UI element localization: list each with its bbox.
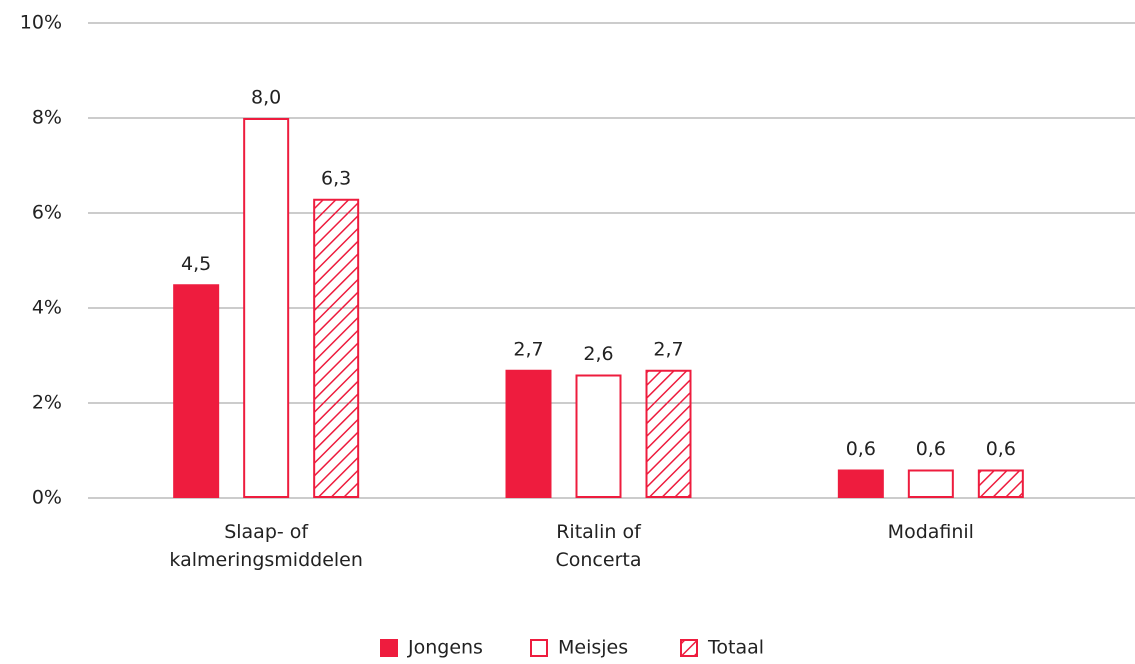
y-tick-label: 6% bbox=[32, 202, 62, 224]
value-label: 0,6 bbox=[986, 438, 1016, 460]
x-tick-label: Modafinil bbox=[887, 521, 974, 543]
value-label: 2,7 bbox=[653, 338, 683, 360]
value-label: 6,3 bbox=[321, 167, 351, 189]
legend-swatch bbox=[530, 639, 548, 657]
x-tick-label: Ritalin of Concerta bbox=[555, 521, 642, 571]
value-label: 8,0 bbox=[251, 87, 281, 109]
y-tick-label: 0% bbox=[32, 487, 62, 509]
bar bbox=[575, 374, 622, 498]
bar bbox=[907, 469, 954, 498]
legend-label: Meisjes bbox=[558, 637, 628, 659]
bar bbox=[645, 369, 692, 498]
bar bbox=[837, 469, 884, 498]
bar bbox=[243, 118, 290, 498]
value-label: 2,6 bbox=[583, 343, 613, 365]
x-tick-label: Slaap- of kalmeringsmiddelen bbox=[169, 521, 363, 571]
y-tick-label: 8% bbox=[32, 107, 62, 129]
y-tick-label: 2% bbox=[32, 392, 62, 414]
value-label: 0,6 bbox=[916, 438, 946, 460]
bar bbox=[505, 369, 552, 498]
y-tick-label: 4% bbox=[32, 297, 62, 319]
legend-swatch bbox=[680, 639, 698, 657]
bar bbox=[313, 198, 360, 498]
value-label: 4,5 bbox=[181, 253, 211, 275]
value-label: 2,7 bbox=[513, 338, 543, 360]
bar bbox=[173, 284, 220, 498]
bar bbox=[977, 469, 1024, 498]
legend-label: Totaal bbox=[707, 637, 764, 659]
legend-label: Jongens bbox=[407, 637, 483, 659]
legend-swatch bbox=[380, 639, 398, 657]
value-label: 0,6 bbox=[846, 438, 876, 460]
y-tick-label: 10% bbox=[20, 12, 62, 34]
